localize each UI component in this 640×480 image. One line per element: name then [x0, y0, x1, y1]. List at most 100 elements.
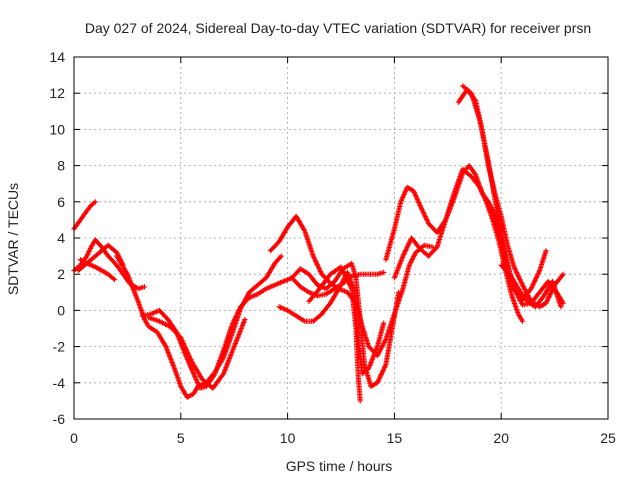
data-point: [381, 320, 387, 326]
x-tick-label: 15: [387, 430, 403, 446]
data-point: [477, 184, 489, 203]
y-tick-label: -6: [53, 411, 66, 427]
y-tick-label: 0: [57, 302, 65, 318]
data-point: [417, 202, 431, 225]
y-tick-label: 4: [57, 230, 65, 246]
data-point: [156, 318, 172, 329]
data-point: [353, 325, 361, 375]
data-point: [302, 228, 316, 258]
data-point: [84, 204, 93, 214]
y-tick-label: 6: [57, 194, 65, 210]
data-point: [114, 253, 130, 276]
y-tick-label: -4: [53, 375, 66, 391]
data-point: [246, 283, 260, 295]
data-point: [383, 327, 395, 368]
data-point: [306, 287, 322, 304]
data-point: [167, 324, 183, 340]
data-point: [154, 329, 168, 348]
data-point: [77, 257, 89, 266]
data-point: [114, 262, 125, 276]
data-point: [229, 305, 243, 328]
data-point: [220, 345, 237, 377]
data-point: [374, 363, 388, 386]
y-tick-label: 2: [57, 266, 65, 282]
data-point: [92, 237, 104, 249]
data-point: [310, 253, 324, 276]
data-point: [560, 300, 566, 306]
data-point: [537, 249, 549, 274]
data-point: [391, 254, 405, 281]
data-point: [191, 385, 200, 397]
data-point: [327, 287, 341, 306]
data-point: [84, 260, 97, 269]
data-point: [263, 283, 276, 292]
data-point: [88, 254, 97, 263]
data-point: [92, 199, 98, 205]
data-point: [178, 334, 194, 363]
x-axis-label: GPS time / hours: [286, 458, 393, 474]
data-point: [105, 253, 119, 267]
series-4: [77, 257, 118, 283]
data-point: [182, 351, 196, 375]
data-point: [355, 334, 365, 375]
series-7: [146, 315, 248, 391]
series-13: [391, 166, 526, 324]
data-point: [519, 282, 533, 303]
data-point: [323, 279, 336, 292]
data-point: [468, 90, 482, 122]
data-point: [276, 225, 290, 245]
data-point: [188, 358, 204, 381]
y-axis-label: SDTVAR / TECUs: [5, 183, 21, 295]
data-point: [310, 312, 324, 324]
data-point: [498, 262, 512, 276]
data-point: [408, 235, 422, 251]
data-point: [400, 264, 412, 292]
data-point: [77, 209, 89, 223]
data-point: [297, 266, 311, 276]
data-point: [184, 391, 195, 400]
data-point: [532, 294, 546, 310]
data-point: [543, 248, 549, 254]
data-point: [355, 371, 363, 402]
data-point: [368, 380, 379, 390]
data-point: [242, 316, 248, 323]
data-point: [485, 159, 500, 212]
data-point: [319, 301, 332, 317]
data-point: [263, 262, 277, 281]
data-point: [276, 304, 289, 313]
data-point: [278, 253, 284, 259]
data-point: [389, 291, 401, 332]
data-point: [338, 264, 354, 290]
x-tick-label: 25: [600, 430, 616, 446]
data-point: [411, 188, 422, 207]
data-point: [246, 292, 259, 301]
data-point: [99, 267, 110, 277]
data-point: [178, 383, 190, 399]
data-point: [92, 249, 104, 259]
data-point: [267, 240, 281, 254]
data-point: [191, 371, 202, 390]
data-point: [404, 184, 415, 193]
data-point: [451, 171, 465, 201]
data-point: [75, 263, 86, 274]
data-point: [494, 208, 508, 258]
y-tick-label: -2: [53, 339, 66, 355]
data-point: [451, 168, 465, 196]
data-point: [220, 323, 235, 353]
data-point: [460, 83, 473, 95]
data-point: [141, 316, 151, 328]
data-point: [220, 332, 235, 361]
data-point: [483, 199, 495, 221]
data-point: [349, 286, 359, 330]
data-point: [141, 284, 148, 290]
data-point: [88, 200, 97, 209]
data-point: [84, 245, 93, 259]
x-tick-label: 20: [493, 430, 509, 446]
series-1: [71, 199, 98, 232]
data-point: [515, 311, 525, 323]
x-tick-label: 5: [177, 430, 185, 446]
data-point: [357, 398, 363, 404]
data-point: [537, 301, 548, 310]
